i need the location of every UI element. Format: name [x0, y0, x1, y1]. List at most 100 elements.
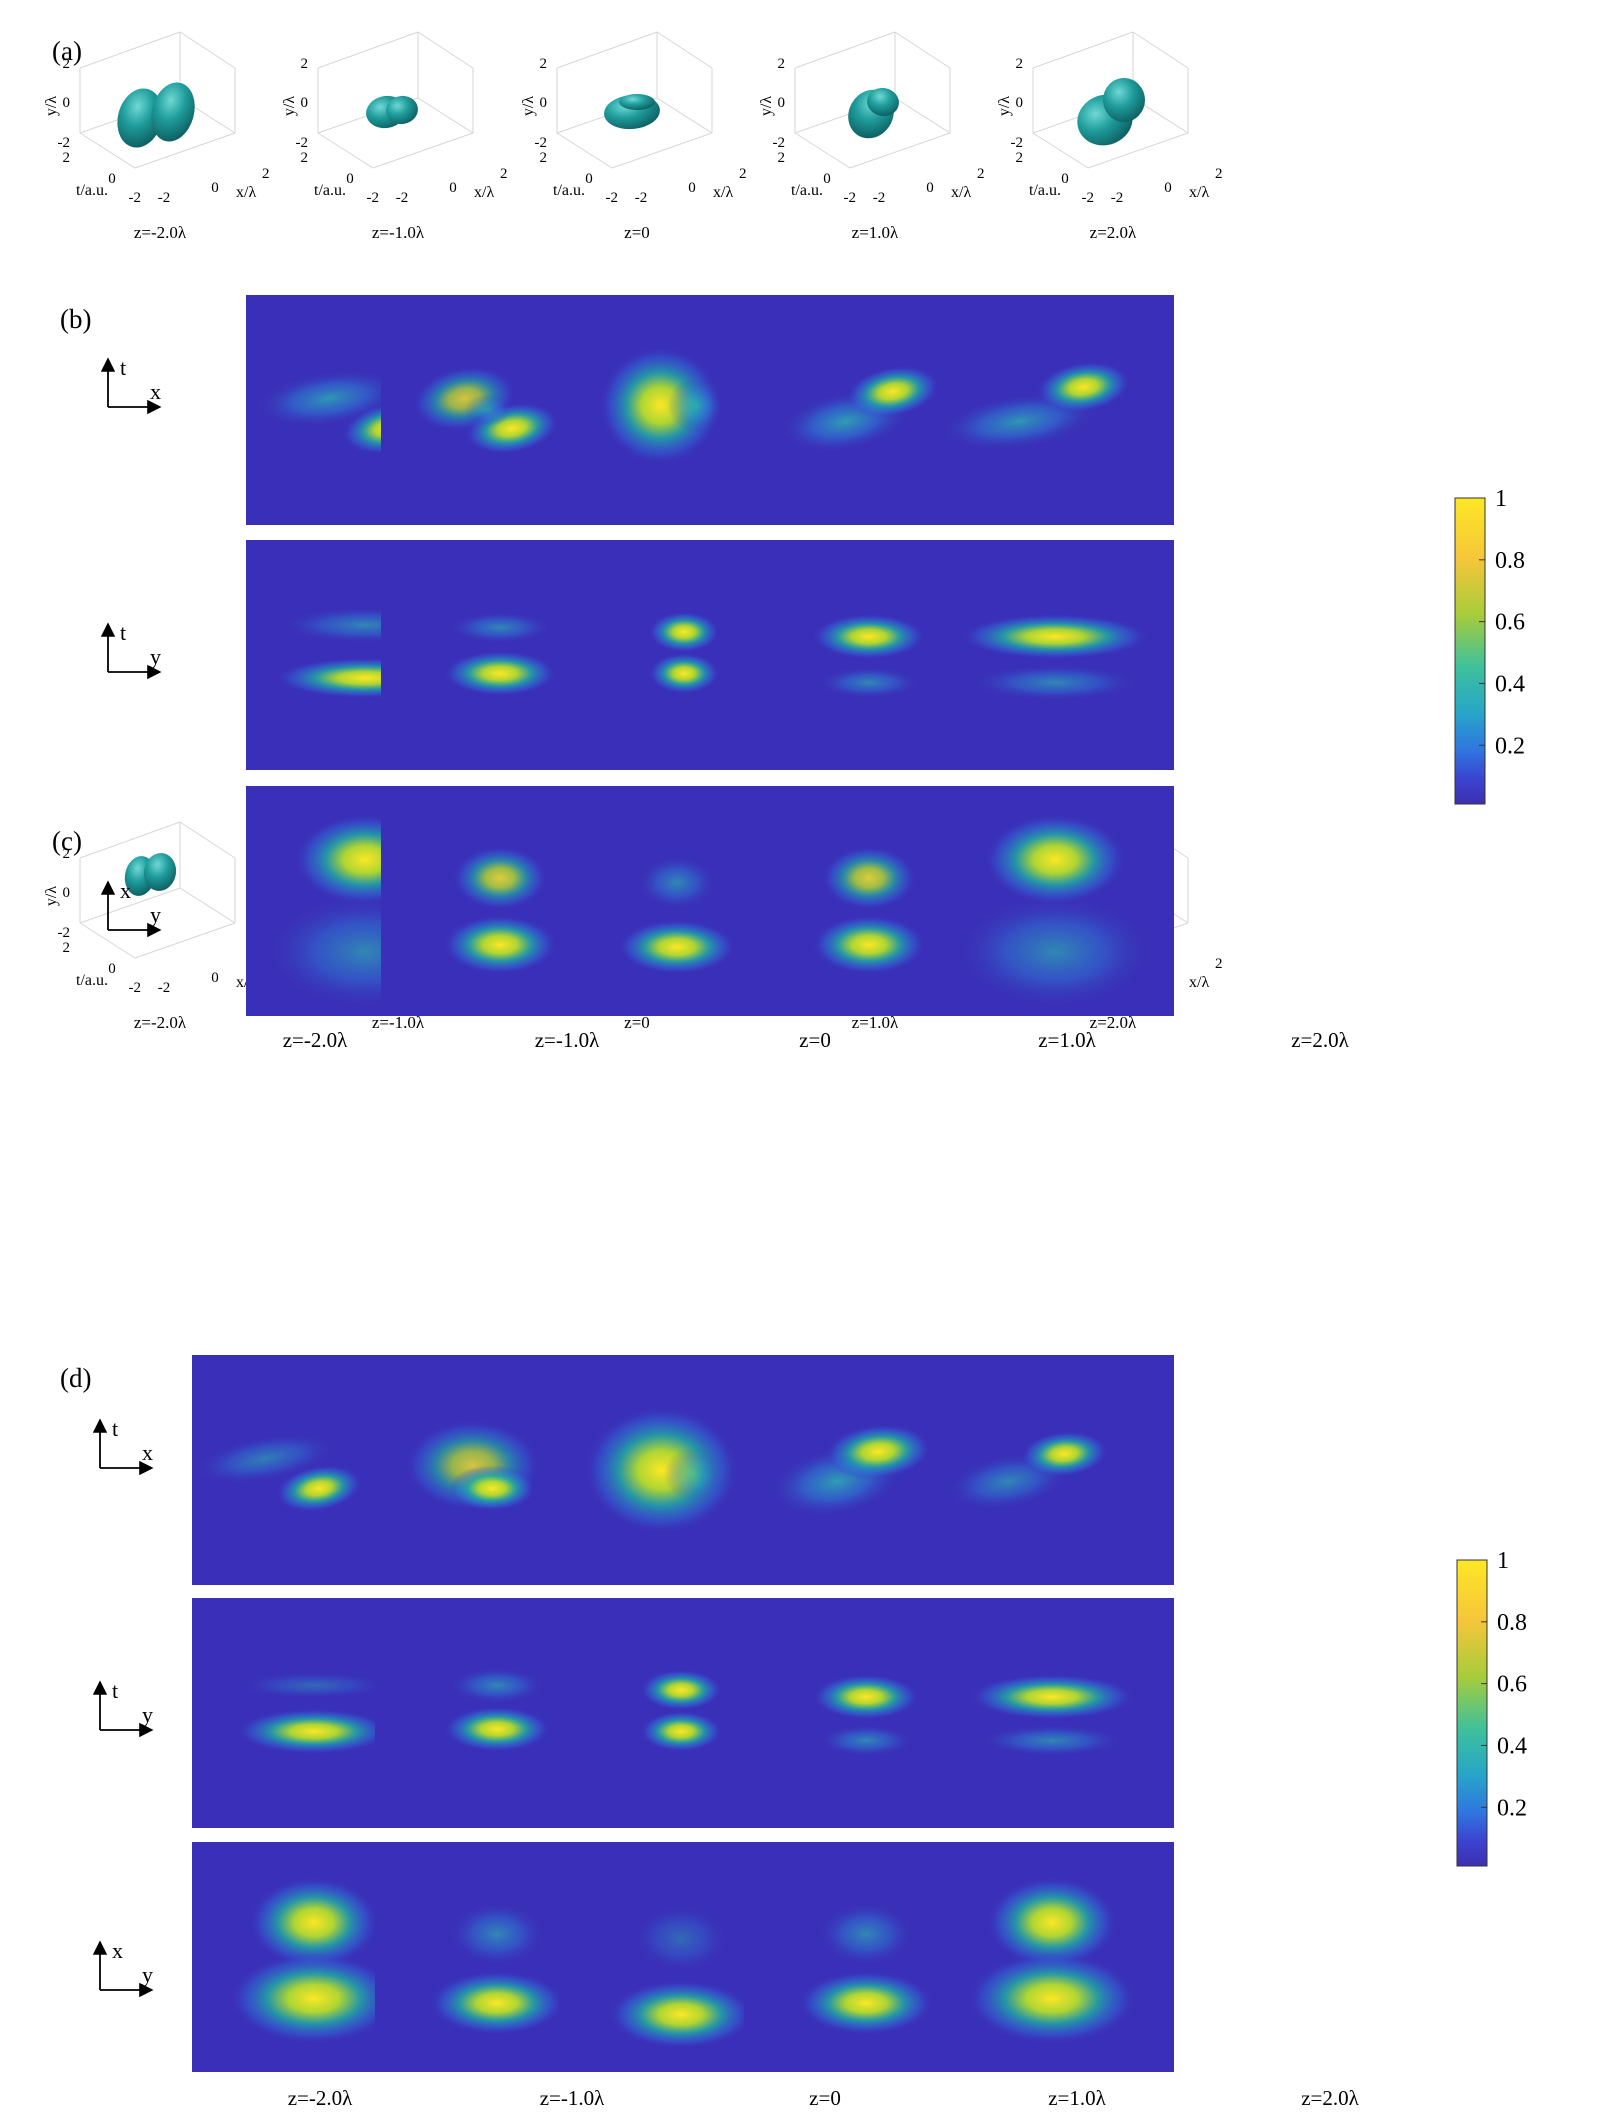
z-label: z=-2.0λ [134, 223, 187, 242]
axis-glyph-b-tx: tx [100, 355, 162, 415]
t-tick-0: 0 [585, 171, 593, 187]
grid-line [556, 132, 613, 169]
x-tick-0: 0 [211, 970, 219, 986]
intensity-lobe [811, 914, 927, 975]
colorbar-tick-label-0: 1 [1497, 1548, 1509, 1574]
x-tick-0: 0 [449, 180, 457, 196]
t-tick-m2: -2 [606, 190, 619, 206]
y-tick-0: 0 [540, 95, 548, 111]
grid-line [79, 821, 181, 859]
y-tick-m2: -2 [58, 925, 71, 941]
intensity-lobe [248, 1876, 380, 1969]
colorbar-gradient [1456, 1559, 1488, 1867]
intensity-lobe [639, 1710, 723, 1753]
x-tick-0: 0 [926, 180, 934, 196]
z-label: z=-1.0λ [372, 223, 425, 242]
t-tick-2: 2 [63, 940, 71, 956]
intensity-lobe [235, 1671, 393, 1700]
grid-line [894, 97, 951, 134]
y-axis-label: y/λ [43, 886, 60, 906]
intensity-lobe [812, 1673, 920, 1720]
x-tick-m2: -2 [158, 980, 171, 996]
x-tick-2: 2 [977, 166, 985, 182]
intensity-lobe [447, 611, 553, 644]
y-tick-2: 2 [1016, 56, 1024, 72]
x-tick-0: 0 [688, 180, 696, 196]
y-axis-label: y/λ [758, 96, 775, 116]
intensity-lobe [821, 845, 917, 911]
colorbar-tick-label-1: 0.8 [1495, 548, 1525, 574]
intensity-lobe [845, 365, 940, 418]
t-tick-0: 0 [1061, 171, 1069, 187]
grid-line [1032, 31, 1134, 69]
axis-right-label: y [150, 644, 161, 669]
grid-line [79, 31, 181, 69]
x-tick-2: 2 [262, 166, 270, 182]
z-label: z=-1.0λ [372, 1013, 425, 1032]
axis-glyph-d-ty: ty [92, 1678, 154, 1738]
grid-line [611, 132, 713, 169]
x-axis-label: x/λ [1189, 974, 1209, 991]
colorbar-d: 1 0.8 0.6 0.4 0.2 [1456, 1548, 1527, 1867]
t-tick-0: 0 [346, 171, 354, 187]
isosurface-lobe [848, 89, 894, 139]
intensity-lobe [617, 919, 737, 975]
z-label: z=2.0λ [1090, 223, 1137, 242]
x-axis-label: x/λ [236, 184, 256, 201]
grid-line [417, 31, 474, 69]
t-tick-m2: -2 [129, 190, 142, 206]
z-label-b-2: z=0 [799, 1028, 831, 1052]
y-tick-m2: -2 [535, 135, 548, 151]
t-axis-label: t/a.u. [553, 182, 585, 199]
y-axis-label: y/λ [281, 96, 298, 116]
grid-line [317, 132, 374, 169]
intensity-lobe [275, 1464, 363, 1513]
intensity-lobe [797, 1970, 935, 2036]
intensity-lobe [636, 855, 718, 911]
intensity-lobe [959, 613, 1151, 660]
colorbar-tick-label-2: 0.6 [1495, 610, 1525, 636]
heatmap-panel-d-tx-4 [930, 1355, 1174, 1585]
t-tick-m2: -2 [844, 190, 857, 206]
y-tick-2: 2 [540, 56, 548, 72]
t-tick-0: 0 [108, 171, 116, 187]
axis-glyph-b-xy: xy [100, 878, 162, 938]
grid-line [1132, 31, 1189, 69]
isosurface-lobe [117, 88, 163, 148]
z-label: z=1.0λ [852, 223, 899, 242]
intensity-lobe [817, 1724, 915, 1757]
intensity-lobe [663, 1447, 723, 1503]
axis-up-label: t [112, 1416, 118, 1441]
axis-up-label: t [112, 1678, 118, 1703]
intensity-lobe [428, 1970, 566, 2036]
y-tick-0: 0 [63, 95, 71, 111]
grid-line [79, 922, 136, 959]
grid-line [179, 887, 236, 924]
intensity-lobe [448, 1465, 537, 1512]
intensity-lobe [966, 1952, 1138, 2045]
grid-line [79, 887, 181, 924]
heatmap-panel-b-ty-4 [936, 540, 1174, 770]
axis-up-label: x [120, 878, 131, 903]
colorbar-gradient [1454, 497, 1486, 805]
x-tick-0: 0 [1164, 180, 1172, 196]
colorbar-tick-label-4: 0.2 [1495, 733, 1525, 759]
axis-right-label: x [150, 379, 161, 404]
grid-line [134, 132, 236, 169]
panel-label-b: (b) [60, 304, 91, 334]
grid-line [134, 922, 236, 959]
t-tick-m2: -2 [367, 190, 380, 206]
intensity-lobe [632, 1904, 730, 1974]
isosurface-lobe [619, 94, 655, 110]
x-axis-label: x/λ [951, 184, 971, 201]
x-tick-2: 2 [739, 166, 747, 182]
intensity-lobe [648, 652, 720, 695]
t-tick-2: 2 [1016, 150, 1024, 166]
x-axis-label: x/λ [1189, 184, 1209, 201]
intensity-lobe [607, 1980, 755, 2049]
intensity-lobe [667, 377, 725, 433]
grid-line [79, 132, 136, 169]
